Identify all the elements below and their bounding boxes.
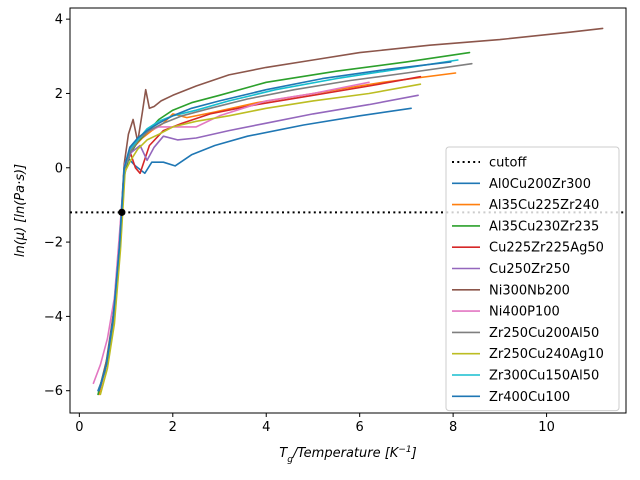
- legend-label-Al0Cu200Zr300: Al0Cu200Zr300: [489, 177, 591, 192]
- legend-label-Ni400P100: Ni400P100: [489, 305, 560, 320]
- legend-label-Cu250Zr250: Cu250Zr250: [489, 262, 570, 277]
- x-axis-label: Tg/Temperature [K−1]: [279, 445, 416, 465]
- legend-label-Zr300Cu150Al50: Zr300Cu150Al50: [489, 369, 599, 384]
- legend-label-cutoff: cutoff: [489, 156, 527, 171]
- y-tick-label: 2: [55, 87, 63, 102]
- x-tick-label: 0: [75, 420, 83, 435]
- x-tick-label: 4: [262, 420, 270, 435]
- y-tick-label: 0: [55, 161, 63, 176]
- marker-layer: [118, 208, 126, 216]
- plot-frame: [69, 7, 627, 414]
- x-tick-label: 6: [356, 420, 364, 435]
- y-axis-label: ln(μ) [ln(Pa·s)]: [13, 164, 28, 257]
- legend-label-Cu225Zr225Ag50: Cu225Zr225Ag50: [489, 241, 604, 256]
- legend-label-Al35Cu230Zr235: Al35Cu230Zr235: [489, 219, 599, 234]
- legend-label-Zr400Cu100: Zr400Cu100: [489, 390, 570, 405]
- cutoff-marker-point: [118, 208, 126, 216]
- series-layer: [92, 27, 604, 396]
- x-tick-label: 2: [169, 420, 177, 435]
- series-line-Zr250Cu240Ag10: [99, 83, 422, 396]
- y-tick-label: −2: [44, 236, 63, 251]
- y-axis-ticks: −6 −4 −2 0 2 4: [44, 13, 70, 399]
- legend-label-Al35Cu225Zr240: Al35Cu225Zr240: [489, 198, 599, 213]
- legend-label-Zr250Cu240Ag10: Zr250Cu240Ag10: [489, 347, 604, 362]
- series-line-Zr400Cu100: [98, 61, 452, 392]
- y-tick-label: 4: [55, 13, 63, 28]
- legend-label-Zr250Cu200Al50: Zr250Cu200Al50: [489, 326, 599, 341]
- legend-label-Ni300Nb200: Ni300Nb200: [489, 283, 570, 298]
- x-axis-ticks: 0 2 4 6 8 10: [75, 413, 555, 435]
- x-tick-label: 10: [538, 420, 555, 435]
- legend-box: [445, 146, 620, 412]
- y-tick-label: −4: [44, 310, 63, 325]
- legend: cutoff Al0Cu200Zr300 Al35Cu225Zr240 Al35Cu2…: [445, 146, 620, 412]
- x-tick-label: 8: [449, 420, 457, 435]
- y-tick-label: −6: [44, 384, 63, 399]
